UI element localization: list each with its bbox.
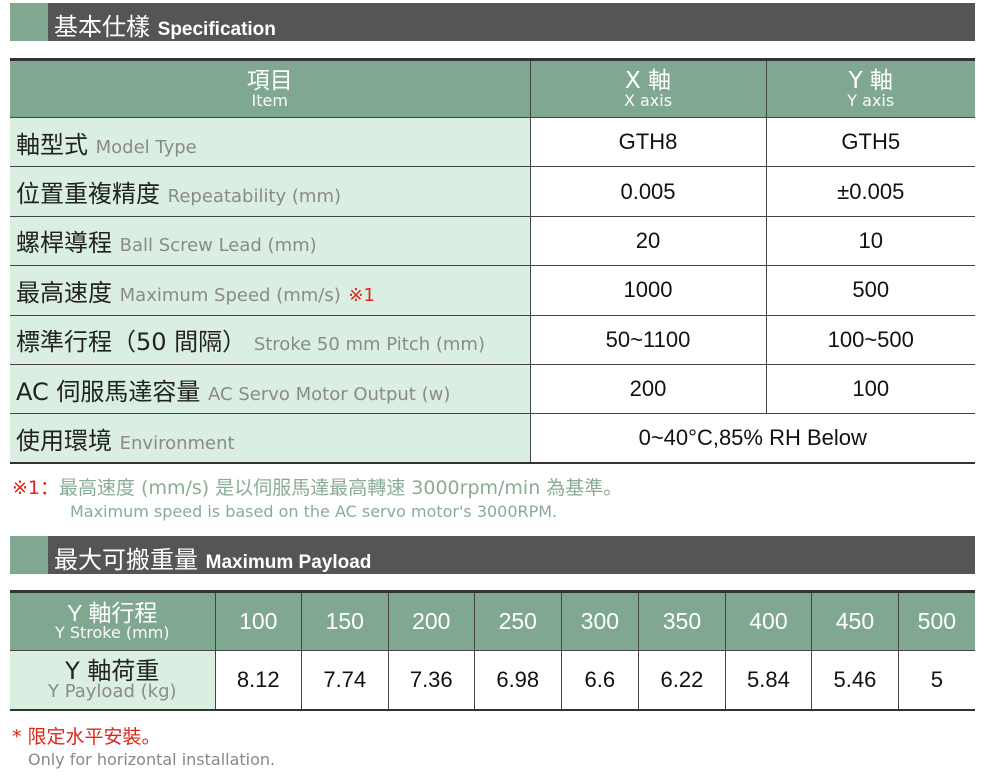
- spec-row: 使用環境 Environment 0~40°C,85% RH Below: [10, 413, 975, 464]
- row-label-en: Stroke 50 mm Pitch (mm): [253, 334, 485, 356]
- value-x: 0.005: [529, 166, 767, 217]
- spec-title-en: Specification: [157, 19, 276, 40]
- stroke-label-en: Y Stroke (mm): [54, 623, 170, 642]
- load-value: 6.22: [638, 650, 726, 710]
- stroke-label: Y 軸行程: [67, 600, 158, 626]
- spec-row: 標準行程（50 間隔） Stroke 50 mm Pitch (mm) 50~11…: [10, 314, 975, 365]
- y-axis-header-en: Y axis: [847, 90, 895, 110]
- payload-note-en: Only for horizontal installation.: [28, 750, 276, 769]
- load-value: 7.36: [387, 650, 475, 710]
- payload-note-zh: * 限定水平安裝。: [12, 726, 161, 748]
- footnote-en: Maximum speed is based on the AC servo m…: [70, 502, 558, 521]
- row-label-en: Repeatability (mm): [167, 186, 342, 208]
- stroke-value: 450: [811, 591, 899, 651]
- value-x: 1000: [529, 265, 767, 316]
- footnote-zh: 最高速度 (mm/s) 是以伺服馬達最高轉速 3000rpm/min 為基準。: [59, 477, 623, 499]
- row-label-zh: 最高速度: [16, 278, 112, 307]
- y-axis-header: Y 軸: [848, 67, 893, 94]
- payload-title-zh: 最大可搬重量: [54, 546, 198, 574]
- load-value: 6.98: [474, 650, 562, 710]
- row-label: 最高速度 Maximum Speed (mm/s) ※1: [10, 265, 531, 316]
- stroke-value: 100: [214, 591, 302, 651]
- stroke-value: 150: [301, 591, 389, 651]
- value-x: 200: [529, 363, 767, 415]
- stroke-value: 200: [387, 591, 475, 651]
- spec-row: 位置重複精度 Repeatability (mm) 0.005 ±0.005: [10, 166, 975, 217]
- stroke-row: Y 軸行程 Y Stroke (mm) 100 150 200 250 300 350 400 4…: [10, 591, 975, 651]
- value-both: 0~40°C,85% RH Below: [529, 413, 975, 464]
- x-axis-header-en: X axis: [623, 90, 673, 110]
- row-label-zh: 軸型式: [16, 130, 88, 159]
- spec-row: 最高速度 Maximum Speed (mm/s) ※1 1000 500: [10, 265, 975, 316]
- value-x: 20: [529, 215, 767, 267]
- value-x: GTH8: [529, 116, 767, 168]
- value-y: 100: [765, 363, 975, 415]
- value-x: 50~1100: [529, 314, 767, 365]
- spec-row: AC 伺服馬達容量 AC Servo Motor Output (w) 200 10…: [10, 363, 975, 415]
- item-header-en: Item: [251, 90, 288, 110]
- row-label: 位置重複精度 Repeatability (mm): [10, 166, 531, 217]
- value-y: 10: [765, 215, 975, 267]
- spec-title-zh: 基本仕樣: [54, 13, 150, 41]
- speed-footnote: ※1：最高速度 (mm/s) 是以伺服馬達最高轉速 3000rpm/min 為基…: [12, 473, 622, 500]
- row-label: 軸型式 Model Type: [10, 116, 531, 168]
- load-value: 8.12: [214, 650, 302, 710]
- x-axis-header: X 軸: [624, 67, 672, 94]
- load-value: 7.74: [301, 650, 389, 710]
- payload-section-header: 最大可搬重量 Maximum Payload: [10, 536, 975, 574]
- stroke-value: 300: [560, 591, 640, 651]
- spec-row: 螺桿導程 Ball Screw Lead (mm) 20 10: [10, 215, 975, 267]
- row-label-zh: 使用環境: [16, 426, 112, 455]
- load-label-en: Y Payload (kg): [47, 680, 177, 702]
- row-label-en: AC Servo Motor Output (w): [208, 383, 451, 405]
- value-y: 100~500: [765, 314, 975, 365]
- load-row: Y 軸荷重 Y Payload (kg) 8.12 7.74 7.36 6.98 6.6 6.…: [10, 650, 975, 710]
- load-value: 5.84: [724, 650, 813, 710]
- row-label-zh: AC 伺服馬達容量: [16, 377, 201, 406]
- row-label-zh: 位置重複精度: [16, 180, 160, 209]
- load-value: 5.46: [811, 650, 899, 710]
- row-label-en: Model Type: [95, 136, 197, 158]
- payload-table: Y 軸行程 Y Stroke (mm) 100 150 200 250 300 350 400 4…: [10, 590, 975, 711]
- spec-section-header: 基本仕樣 Specification: [10, 3, 975, 41]
- load-value: 5: [897, 650, 975, 710]
- row-label: 使用環境 Environment: [10, 413, 531, 464]
- value-y: 500: [765, 265, 975, 316]
- stroke-value: 500: [897, 591, 975, 651]
- value-y: GTH5: [765, 116, 975, 168]
- footnote-ref: ※1: [348, 284, 375, 306]
- payload-title-en: Maximum Payload: [205, 552, 372, 573]
- row-label-zh: 螺桿導程: [16, 229, 112, 258]
- stroke-value: 400: [724, 591, 813, 651]
- row-label-en: Environment: [119, 432, 235, 454]
- value-y: ±0.005: [765, 166, 975, 217]
- stroke-value: 250: [474, 591, 562, 651]
- row-label-en: Maximum Speed (mm/s): [119, 284, 341, 306]
- footnote-mark: ※1：: [12, 477, 60, 499]
- load-label: Y 軸荷重: [65, 656, 160, 685]
- stroke-value: 350: [638, 591, 726, 651]
- row-label: 標準行程（50 間隔） Stroke 50 mm Pitch (mm): [10, 314, 531, 365]
- spec-row: 軸型式 Model Type GTH8 GTH5: [10, 116, 975, 168]
- row-label: AC 伺服馬達容量 AC Servo Motor Output (w): [10, 363, 531, 415]
- row-label-en: Ball Screw Lead (mm): [119, 235, 317, 257]
- item-header: 項目: [246, 67, 293, 94]
- load-value: 6.6: [560, 650, 640, 710]
- row-label-zh: 標準行程（50 間隔）: [16, 328, 247, 357]
- row-label: 螺桿導程 Ball Screw Lead (mm): [10, 215, 531, 267]
